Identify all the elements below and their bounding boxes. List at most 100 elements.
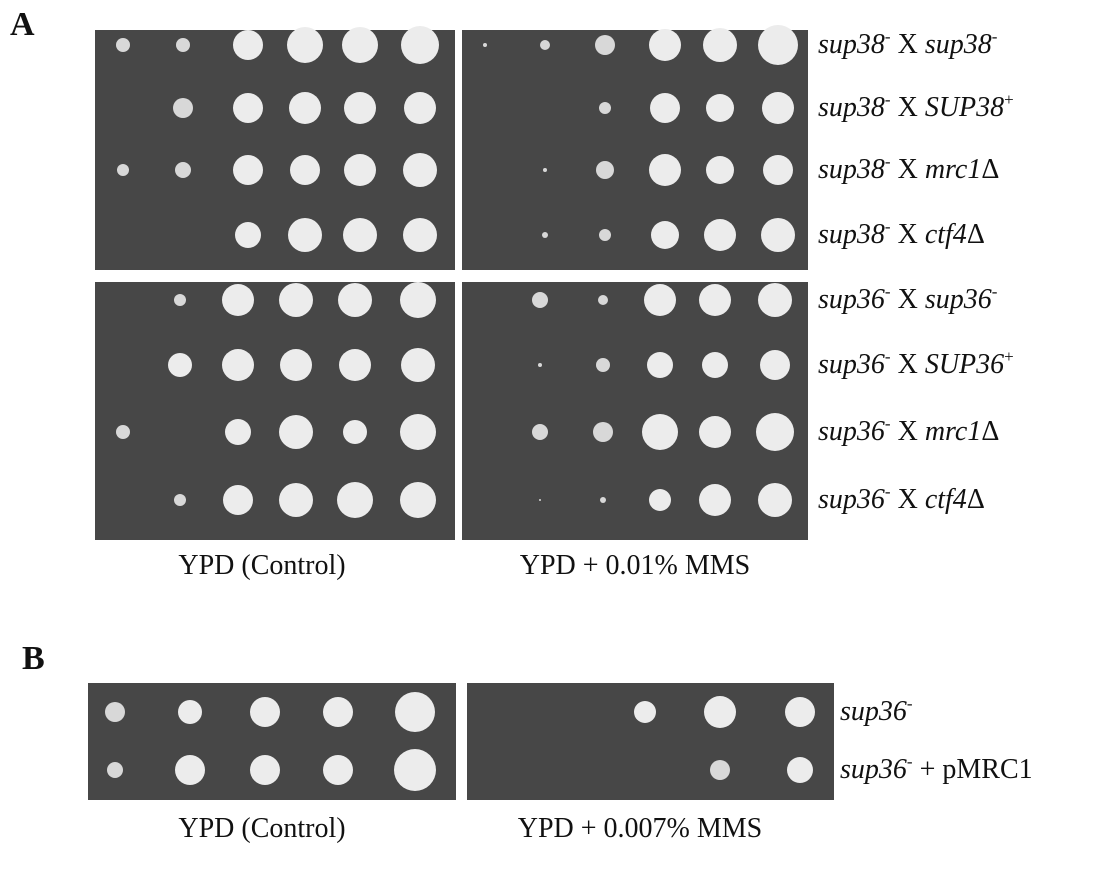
label-part: -	[992, 282, 998, 301]
colony-spot	[222, 349, 254, 381]
colony-spot	[540, 40, 550, 50]
colony-spot	[756, 413, 794, 451]
colony-spot	[649, 489, 671, 511]
colony-spot	[758, 483, 792, 517]
label-part: sup36	[818, 284, 885, 315]
label-part: mrc1	[925, 416, 982, 447]
colony-spot	[395, 692, 435, 732]
colony-spot	[290, 155, 320, 185]
colony-spot	[344, 92, 376, 124]
colony-spot	[543, 168, 547, 172]
strain-label: sup38- X sup38-	[818, 31, 997, 59]
strain-label: sup38- X mrc1Δ	[818, 156, 999, 184]
colony-spot	[400, 282, 436, 318]
colony-spot	[598, 295, 608, 305]
label-part: -	[992, 27, 998, 46]
colony-spot	[702, 352, 728, 378]
colony-spot	[532, 292, 548, 308]
label-part: SUP38	[925, 92, 1004, 123]
colony-spot	[175, 162, 191, 178]
colony-spot	[343, 218, 377, 252]
colony-spot	[223, 485, 253, 515]
colony-spot	[173, 98, 193, 118]
label-part: +	[1004, 90, 1014, 109]
colony-spot	[649, 29, 681, 61]
label-part: Δ	[967, 219, 985, 250]
label-part: sup38	[818, 29, 885, 60]
colony-spot	[760, 350, 790, 380]
colony-spot	[288, 218, 322, 252]
colony-spot	[174, 294, 186, 306]
plate-caption: YPD (Control)	[178, 815, 345, 843]
colony-spot	[289, 92, 321, 124]
strain-label: sup36- + pMRC1	[840, 756, 1033, 784]
colony-spot	[116, 38, 130, 52]
colony-spot	[649, 154, 681, 186]
plate-caption: YPD + 0.01% MMS	[520, 552, 751, 580]
colony-spot	[337, 482, 373, 518]
label-part: +	[1004, 347, 1014, 366]
colony-spot	[642, 414, 678, 450]
label-part: X	[891, 349, 925, 380]
plate	[462, 30, 808, 270]
colony-spot	[401, 26, 439, 64]
strain-label: sup38- X SUP38+	[818, 94, 1014, 122]
colony-spot	[279, 483, 313, 517]
colony-spot	[403, 218, 437, 252]
label-part: Δ	[981, 154, 999, 185]
colony-spot	[532, 424, 548, 440]
colony-spot	[233, 93, 263, 123]
label-part: sup38	[818, 154, 885, 185]
colony-spot	[323, 755, 353, 785]
colony-spot	[401, 348, 435, 382]
colony-spot	[175, 755, 205, 785]
label-part: sup36	[818, 416, 885, 447]
colony-spot	[595, 35, 615, 55]
colony-spot	[600, 497, 606, 503]
colony-spot	[174, 494, 186, 506]
colony-spot	[400, 414, 436, 450]
label-part: X	[891, 92, 925, 123]
colony-spot	[117, 164, 129, 176]
colony-spot	[647, 352, 673, 378]
colony-spot	[699, 416, 731, 448]
label-part: X	[891, 284, 925, 315]
colony-spot	[287, 27, 323, 63]
label-part: X	[891, 29, 925, 60]
label-part: X	[891, 154, 925, 185]
colony-spot	[176, 38, 190, 52]
colony-spot	[280, 349, 312, 381]
colony-spot	[706, 156, 734, 184]
colony-spot	[116, 425, 130, 439]
panel-label: A	[10, 8, 35, 42]
colony-spot	[105, 702, 125, 722]
label-part: sup36	[818, 484, 885, 515]
colony-spot	[644, 284, 676, 316]
colony-spot	[338, 283, 372, 317]
strain-label: sup36-	[840, 698, 913, 726]
colony-spot	[233, 30, 263, 60]
colony-spot	[400, 482, 436, 518]
label-part: sup36	[840, 754, 907, 785]
colony-spot	[344, 154, 376, 186]
colony-spot	[222, 284, 254, 316]
colony-spot	[235, 222, 261, 248]
colony-spot	[394, 749, 436, 791]
colony-spot	[758, 283, 792, 317]
label-part: sup36	[818, 349, 885, 380]
colony-spot	[178, 700, 202, 724]
colony-spot	[279, 415, 313, 449]
colony-spot	[699, 284, 731, 316]
colony-spot	[250, 755, 280, 785]
label-part: Δ	[981, 416, 999, 447]
colony-spot	[599, 229, 611, 241]
colony-spot	[762, 92, 794, 124]
colony-spot	[785, 697, 815, 727]
colony-spot	[706, 94, 734, 122]
strain-label: sup36- X mrc1Δ	[818, 418, 999, 446]
colony-spot	[539, 499, 541, 501]
colony-spot	[787, 757, 813, 783]
colony-spot	[538, 363, 542, 367]
colony-spot	[342, 27, 378, 63]
label-part: ctf4	[925, 484, 967, 515]
